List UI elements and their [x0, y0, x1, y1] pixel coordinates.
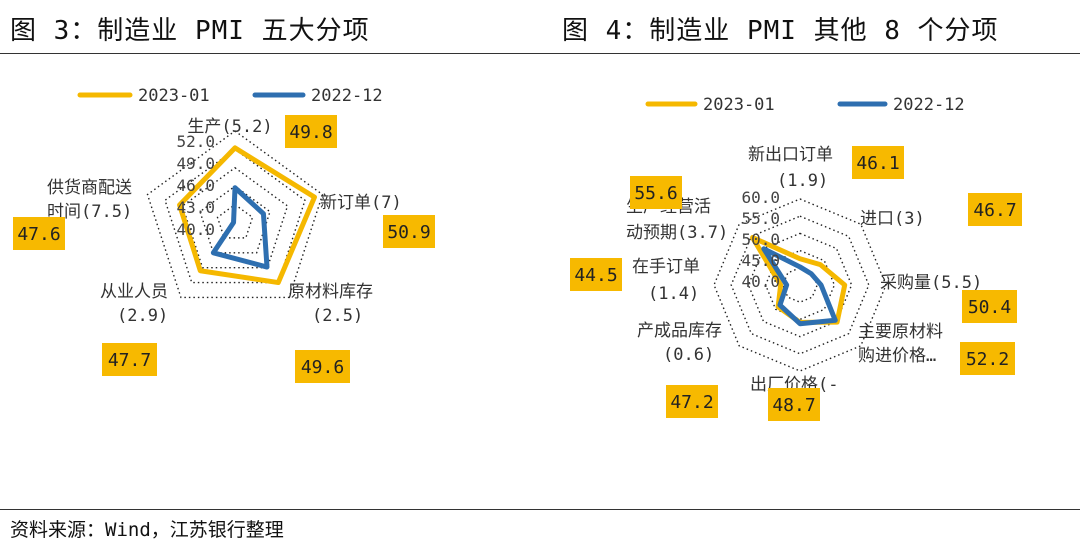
- chart2-value-box: [666, 385, 718, 418]
- chart1-value-box: [295, 350, 350, 383]
- chart2-radial-tick: 45.0: [741, 251, 780, 270]
- chart1-category-label: 新订单(7): [320, 193, 402, 213]
- chart2-legend-label-2022-12: 2022-12: [893, 95, 965, 115]
- chart1-value-label: 50.9: [387, 222, 430, 243]
- chart2-radial-tick: 40.0: [741, 272, 780, 291]
- chart2-radial-tick: 60.0: [741, 188, 780, 207]
- chart1-legend-label-2022-12: 2022-12: [311, 86, 383, 106]
- chart2-category-label: (1.4): [648, 284, 699, 304]
- chart2-radial-tick: 55.0: [741, 209, 780, 228]
- chart2-category-label: (0.6): [663, 345, 714, 365]
- chart2-grid-ring: [747, 232, 853, 338]
- chart1-value-box: [285, 115, 337, 148]
- chart2-category-label: 产成品库存: [637, 321, 722, 341]
- chart2-value-label: 52.2: [966, 349, 1009, 370]
- chart2-value-box: [962, 290, 1017, 323]
- chart1-value-label: 49.6: [301, 357, 344, 378]
- chart2-value-label: 44.5: [574, 265, 617, 286]
- chart2-value-label: 47.2: [670, 392, 713, 413]
- chart1-radial-tick: 40.0: [176, 220, 215, 239]
- chart1-value-label: 49.8: [289, 122, 332, 143]
- chart2-category-label: 购进价格…: [858, 346, 936, 366]
- chart1-radial-tick: 49.0: [176, 154, 215, 173]
- chart2-value-label: 55.6: [634, 183, 677, 204]
- chart1-value-box: [102, 343, 157, 376]
- chart1-radial-tick: 43.0: [176, 198, 215, 217]
- chart1-category-label: (2.5): [312, 306, 363, 326]
- chart1-value-label: 47.6: [17, 224, 60, 245]
- chart1-grid-ring: [216, 203, 254, 239]
- chart1-category-label: 供货商配送: [47, 178, 132, 198]
- chart2-value-label: 46.1: [856, 153, 899, 174]
- chart1-legend-label-2023-01: 2023-01: [138, 86, 210, 106]
- chart2-value-box: [630, 176, 682, 209]
- source-note: 资料来源：Wind，江苏银行整理: [10, 519, 284, 541]
- chart1-category-label: 从业人员: [100, 282, 168, 302]
- chart2-value-box: [570, 258, 622, 291]
- chart1-category-label: 时间(7.5): [47, 202, 132, 222]
- chart2-radial-tick: 50.0: [741, 230, 780, 249]
- chart2-category-label: 主要原材料: [858, 322, 943, 342]
- chart2-category-label: (1.9): [777, 171, 828, 191]
- chart1-grid-ring: [181, 166, 289, 269]
- chart2-value-label: 50.4: [968, 297, 1011, 318]
- chart2-value-box: [960, 342, 1015, 375]
- chart1-series-2023-01: [177, 145, 317, 286]
- header-rule: [0, 53, 1080, 54]
- chart1-value-box: [383, 215, 435, 248]
- chart1-grid-ring: [164, 148, 306, 284]
- chart2-category-label: 进口(3): [860, 209, 925, 229]
- chart1-radial-tick: 46.0: [176, 176, 215, 195]
- chart2-value-box: [852, 146, 904, 179]
- chart1-series-2022-12: [210, 185, 270, 270]
- chart2-legend-label-2023-01: 2023-01: [703, 95, 775, 115]
- chart1-category-label: 原材料库存: [288, 282, 373, 302]
- chart1-radial-tick: 52.0: [176, 132, 215, 151]
- chart1-grid-ring: [146, 130, 324, 299]
- chart2-category-label: 在手订单: [632, 257, 700, 277]
- chart2-category-label: 采购量(5.5): [880, 273, 982, 293]
- chart2-grid-ring: [730, 215, 870, 355]
- chart1-value-box: [13, 217, 65, 250]
- chart2-category-label: 新出口订单: [748, 145, 833, 165]
- chart1-grid-ring: [199, 185, 271, 254]
- chart2-category-label: 动预期(3.7): [626, 223, 728, 243]
- chart2-series-2022-12: [761, 246, 838, 327]
- figure-3-title: 图 3：制造业 PMI 五大分项: [10, 16, 370, 46]
- chart2-value-label: 48.7: [772, 395, 815, 416]
- figure-4-title: 图 4：制造业 PMI 其他 8 个分项: [562, 16, 999, 46]
- footer-rule: [0, 509, 1080, 510]
- chart2-value-box: [968, 193, 1022, 226]
- chart1-category-label: 生产(5.2): [187, 117, 272, 137]
- chart2-value-label: 46.7: [973, 200, 1016, 221]
- chart1-value-label: 47.7: [108, 350, 151, 371]
- chart2-value-box: [768, 388, 820, 421]
- chart1-category-label: (2.9): [117, 306, 168, 326]
